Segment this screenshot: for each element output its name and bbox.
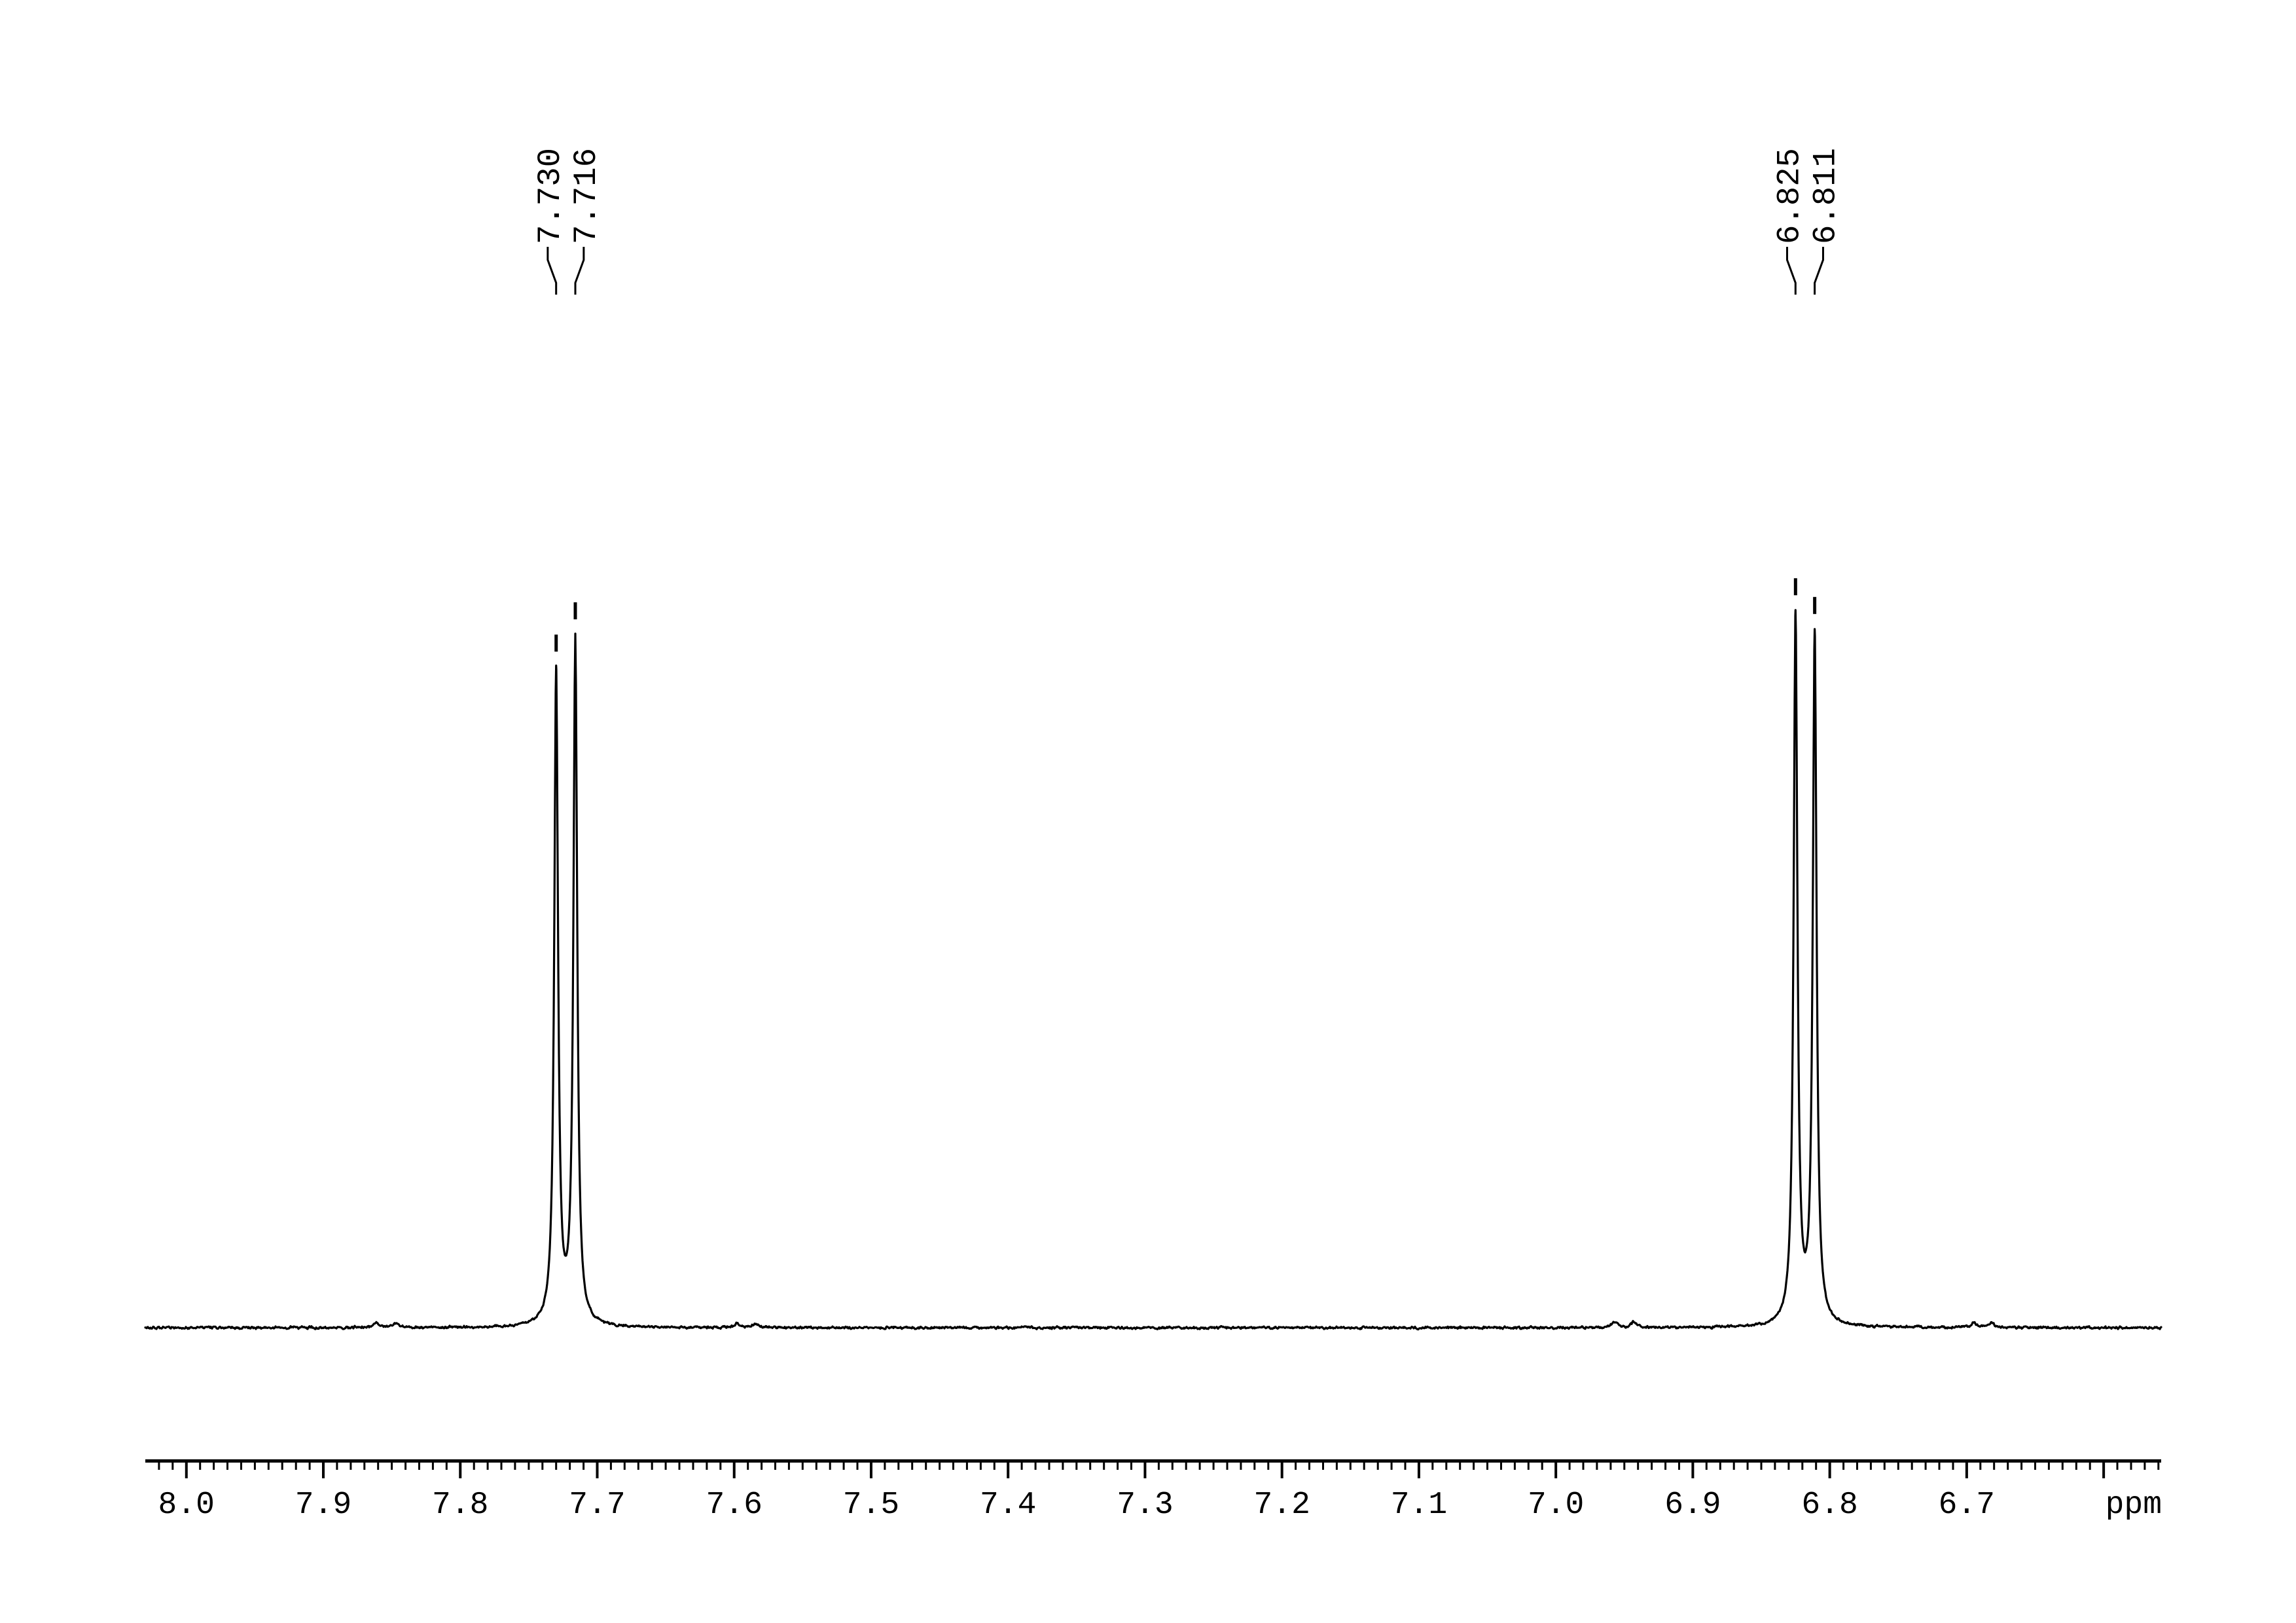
x-axis-tick-label: 7.8 <box>432 1487 488 1523</box>
peak-label-connector <box>574 247 585 295</box>
peak-label: 6.811 <box>1807 148 1844 244</box>
x-axis-tick-label: 7.6 <box>706 1487 762 1523</box>
x-axis-tick-label: 7.4 <box>980 1487 1036 1523</box>
peak-label: 6.825 <box>1771 148 1808 244</box>
x-axis-tick-label: 6.9 <box>1664 1487 1721 1523</box>
spectrum-trace <box>144 609 2162 1331</box>
peak-label: 7.730 <box>532 148 569 244</box>
x-axis-tick-label: 7.2 <box>1253 1487 1310 1523</box>
x-axis-unit-label: ppm <box>2106 1487 2162 1523</box>
peak-label-connector <box>1814 247 1824 295</box>
peak-label: 7.716 <box>568 148 605 244</box>
x-axis-tick-label: 8.0 <box>158 1487 215 1523</box>
peak-label-connector <box>1785 247 1797 295</box>
x-axis-tick-label: 6.8 <box>1801 1487 1857 1523</box>
x-axis-tick-label: 6.7 <box>1939 1487 1995 1523</box>
x-axis-tick-label: 7.3 <box>1117 1487 1173 1523</box>
x-axis-tick-label: 7.5 <box>843 1487 899 1523</box>
x-axis-tick-label: 7.0 <box>1528 1487 1584 1523</box>
x-axis-tick-label: 7.9 <box>295 1487 351 1523</box>
peak-label-connector <box>547 247 558 295</box>
x-axis-tick-label: 7.7 <box>569 1487 625 1523</box>
x-axis-tick-label: 7.1 <box>1391 1487 1447 1523</box>
x-axis-minor-ticks <box>158 1461 2160 1470</box>
